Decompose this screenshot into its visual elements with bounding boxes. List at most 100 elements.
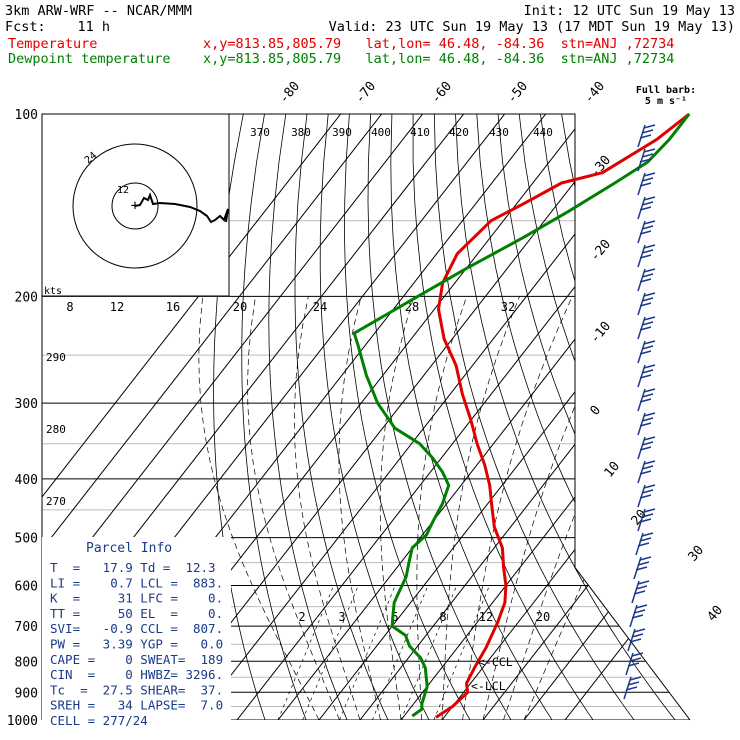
mixing-ratio-line [371, 585, 429, 720]
parcel-info-row: CELL = 277/24 [50, 713, 148, 728]
wind-barb-flag [641, 417, 654, 422]
wind-barb-flag [633, 628, 646, 633]
wind-barb-flag [639, 182, 652, 187]
dry-adiabat-line [561, 114, 690, 720]
top-isotherm-label: -60 [429, 79, 456, 107]
dry-adiabat-line [367, 114, 512, 720]
pressure-label: 100 [15, 108, 38, 123]
valid-time: Valid: 23 UTC Sun 19 May 13 (17 MDT Sun … [329, 19, 735, 35]
wind-barb-flag [635, 585, 648, 590]
wind-barb-staff [625, 652, 634, 676]
mixing-ratio-line [302, 585, 359, 720]
theta-label: 420 [449, 126, 469, 139]
pressure-label: 300 [15, 397, 38, 412]
wind-barb-flag [639, 470, 652, 475]
parcel-info-row: SVI= -0.9 CCL = 807. [50, 621, 223, 636]
parcel-info-panel: Parcel Info T = 17.9 Td = 12.3LI = 0.7 L… [42, 537, 231, 728]
dry-adiabat-line [582, 114, 690, 720]
moist-adiabat-line [416, 296, 468, 720]
top-isotherm-label: -50 [505, 79, 532, 107]
temperature-profile [435, 112, 691, 719]
isotherm-line [318, 114, 690, 720]
dry-adiabat-line [455, 114, 676, 720]
wind-barb-flag [631, 652, 644, 657]
wind-barb-flag [641, 369, 654, 374]
wind-barb-flag [643, 340, 656, 345]
wind-barb-staff [631, 580, 640, 604]
wind-barb-flag [641, 489, 654, 494]
wind-barb-flag [643, 244, 656, 249]
theta-label: 380 [291, 126, 311, 139]
pressure-label: 600 [15, 580, 38, 595]
pressure-label: 500 [15, 532, 38, 547]
wind-barb-flag [637, 580, 650, 585]
wind-barb-flag [639, 230, 652, 235]
wind-barb-flag [631, 633, 644, 638]
temperature-legend-label: Temperature [8, 36, 97, 52]
parcel-info-background [42, 537, 231, 723]
upper-axis-label: 24 [313, 300, 327, 314]
dry-adiabat-line [294, 114, 389, 720]
dewpoint-legend-label: Dewpoint temperature [8, 51, 171, 67]
mixing-ratio-label: 12 [479, 610, 493, 624]
moist-adiabat-line [503, 296, 679, 720]
wind-barb-flag [629, 657, 642, 662]
theta-side-label: 290 [46, 351, 66, 364]
dry-adiabat-line [344, 114, 471, 720]
parcel-info-row: LI = 0.7 LCL = 883. [50, 575, 223, 590]
wind-barb-staff [637, 436, 646, 460]
wind-barb-flag [639, 518, 652, 523]
wind-barb-flag [643, 316, 656, 321]
mixing-ratio-label: 5 [391, 610, 398, 624]
wind-barb-flag [643, 148, 656, 153]
wind-barb-flag [639, 326, 652, 331]
wind-barb-flag [641, 513, 654, 518]
wind-barb-flag [639, 206, 652, 211]
wind-barb-flag [637, 561, 650, 566]
right-isotherm-label: 10 [602, 459, 624, 481]
wind-barb-flag [629, 676, 642, 681]
wind-barb-staff [627, 628, 636, 652]
top-isotherm-label: -80 [277, 79, 304, 107]
dry-adiabat-line [319, 114, 430, 720]
wind-barb-staff [637, 388, 646, 412]
dry-adiabat-line [603, 114, 690, 720]
wind-barbs [623, 124, 656, 700]
plot-border [42, 113, 691, 721]
wind-barb-staff [637, 244, 646, 268]
hodograph-ring-24 [72, 143, 198, 269]
mixing-ratio-label: 20 [536, 610, 550, 624]
parcel-info-row: CAPE = 0 SWEAT= 189 [50, 652, 223, 667]
theta-label: 410 [410, 126, 430, 139]
parcel-info-row: SREH = 34 LAPSE= 7.0 [50, 698, 223, 713]
wind-barb-legend-line2: 5 m s⁻¹ [645, 96, 687, 107]
wind-barb-flag [641, 321, 654, 326]
moist-adiabat-line [482, 296, 626, 720]
isotherm-line [42, 114, 342, 720]
wind-barb-staff [637, 148, 646, 172]
dewpoint-location-info: x,y=813.85,805.79 lat,lon= 46.48, -84.36… [203, 51, 674, 67]
dry-adiabat-line [412, 114, 594, 720]
wind-barb-flag [641, 297, 654, 302]
wind-barb-flag [643, 484, 656, 489]
wind-barb-flag [643, 460, 656, 465]
right-isotherm-label: -20 [588, 237, 615, 265]
wind-barb-flag [627, 662, 640, 667]
wind-barb-flag [625, 686, 638, 691]
parcel-info-row: T = 17.9 Td = 12.3 [50, 560, 216, 575]
wind-barb-flag [641, 345, 654, 350]
upper-axis-label: 12 [110, 300, 124, 314]
parcel-info-title: Parcel Info [86, 541, 172, 556]
dry-adiabat-line [241, 114, 307, 720]
wind-barb-staff [637, 508, 646, 532]
dry-adiabat-line [518, 114, 690, 720]
upper-axis-label: 16 [166, 300, 180, 314]
moist-adiabat-line [379, 296, 415, 720]
wind-barb-flag [639, 494, 652, 499]
dry-adiabat-line [497, 114, 690, 720]
wind-barb-flag [641, 177, 654, 182]
isotherm-line [564, 114, 690, 720]
parcel-info-row: TT = 50 EL = 0. [50, 606, 223, 621]
wind-barb-flag [643, 364, 656, 369]
right-isotherm-label: 40 [705, 603, 727, 625]
